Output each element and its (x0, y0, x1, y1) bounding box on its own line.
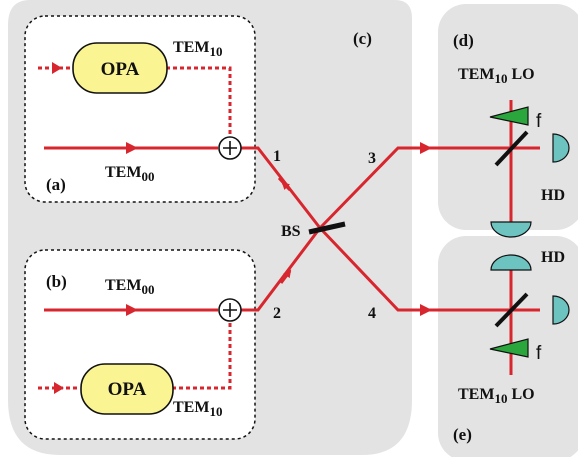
hd-label-e: HD (541, 249, 565, 266)
f-label-d: f (536, 111, 542, 132)
panel-label-e: (e) (453, 425, 472, 444)
tem10-lo-label-d: TEM10 LO (458, 66, 535, 86)
panel-label-b: (b) (46, 272, 67, 291)
panel-label-a: (a) (46, 175, 66, 194)
detector-e-top-icon (490, 254, 532, 271)
tem10-label-a: TEM10 (173, 39, 222, 59)
tem10-a-dashed-beam (166, 66, 232, 137)
port-label-1: 1 (273, 148, 281, 165)
combiner-b-icon (218, 298, 242, 322)
detector-e-right-icon (552, 295, 570, 325)
port-label-3: 3 (368, 150, 376, 167)
phase-ramp-e-icon (489, 338, 529, 358)
beam-2-arrow (279, 269, 292, 284)
mirror-d (494, 130, 529, 167)
beam-splitter (308, 221, 346, 235)
beam-4-arrow (420, 304, 432, 316)
f-label-e: f (536, 343, 542, 364)
combiner-a-icon (218, 136, 242, 160)
detector-d-bottom-icon (490, 221, 532, 238)
phase-ramp-d-icon (489, 106, 529, 126)
opa-b: OPA (80, 363, 174, 415)
hd-label-d: HD (541, 187, 565, 204)
beam-3 (318, 146, 540, 230)
opa-a-input-arrow (52, 62, 62, 74)
beam-1 (241, 146, 322, 229)
opa-a: OPA (72, 42, 168, 94)
beam-1-arrow (277, 176, 292, 192)
tem00-label-a: TEM00 (105, 164, 154, 184)
detector-d-right-icon (552, 133, 570, 163)
port-label-2: 2 (273, 305, 281, 322)
opa-b-label: OPA (108, 379, 147, 400)
beam-3-arrow (420, 142, 432, 154)
mirror-e (494, 292, 529, 328)
panel-label-d: (d) (453, 31, 474, 50)
port-label-4: 4 (368, 305, 376, 322)
beam-4 (318, 226, 540, 312)
tem00-label-b: TEM00 (105, 277, 154, 297)
tem10-label-b: TEM10 (173, 399, 222, 419)
opa-b-input-arrow (54, 382, 64, 394)
panel-label-c: (c) (353, 29, 372, 48)
tem10-b-dashed-beam (172, 321, 232, 390)
opa-a-label: OPA (101, 59, 140, 80)
tem00-b-arrow (126, 304, 138, 316)
tem00-a-arrow (126, 142, 138, 154)
beam-2 (241, 227, 322, 312)
bs-label: BS (281, 223, 301, 240)
tem10-lo-label-e: TEM10 LO (458, 386, 535, 406)
